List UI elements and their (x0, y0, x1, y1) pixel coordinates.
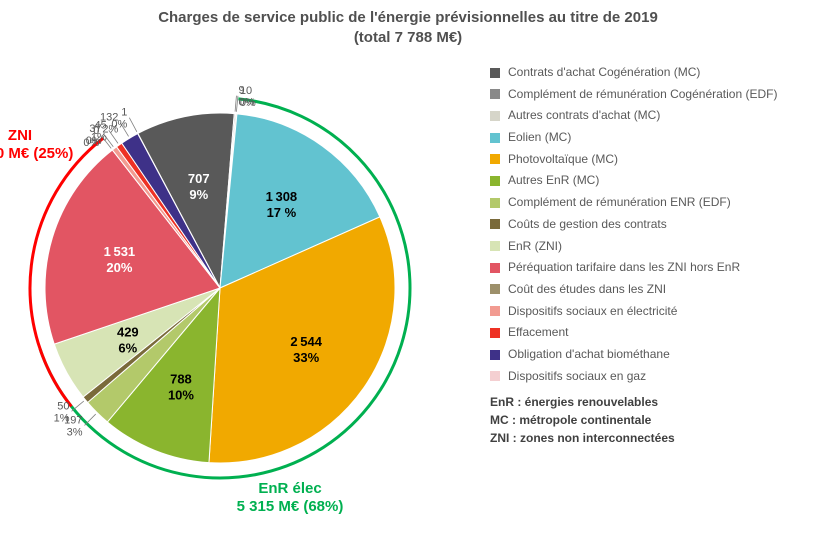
legend-swatch (490, 350, 500, 360)
legend-label: Autres contrats d'achat (MC) (508, 109, 660, 122)
legend-label: Péréquation tarifaire dans les ZNI hors … (508, 261, 740, 274)
slice-value-label: 707 (188, 171, 210, 186)
slice-pct-label: 6% (118, 340, 137, 355)
legend-label: Photovoltaïque (MC) (508, 153, 618, 166)
legend-item: Péréquation tarifaire dans les ZNI hors … (490, 261, 806, 274)
legend-swatch (490, 176, 500, 186)
legend-item: Photovoltaïque (MC) (490, 153, 806, 166)
leader-line (129, 118, 137, 132)
legend-note-line: ZNI : zones non interconnectées (490, 429, 806, 447)
legend-swatch (490, 198, 500, 208)
legend-item: Autres contrats d'achat (MC) (490, 109, 806, 122)
legend-swatch (490, 68, 500, 78)
legend-swatch (490, 328, 500, 338)
slice-pct-label: 0% (111, 119, 127, 131)
legend-item: EnR (ZNI) (490, 240, 806, 253)
legend-label: Dispositifs sociaux en gaz (508, 370, 646, 383)
slice-pct-label: 1% (54, 412, 70, 424)
pie-chart: EnR élec5 315 M€ (68%) ZNI1 960 M€ (25%) 7… (0, 58, 490, 518)
chart-title: Charges de service public de l'énergie p… (0, 0, 816, 47)
slice-value-label: 429 (117, 324, 139, 339)
legend-note-line: MC : métropole continentale (490, 411, 806, 429)
legend-label: Contrats d'achat Cogénération (MC) (508, 66, 700, 79)
legend-swatch (490, 241, 500, 251)
group-label: EnR élec (258, 480, 321, 497)
legend-item: Dispositifs sociaux en électricité (490, 305, 806, 318)
legend-label: Autres EnR (MC) (508, 174, 599, 187)
group-label: 1 960 M€ (25%) (0, 145, 73, 162)
legend-item: Coût des études dans les ZNI (490, 283, 806, 296)
legend-label: Coût des études dans les ZNI (508, 283, 666, 296)
slice-pct-label: 20% (106, 260, 132, 275)
legend: Contrats d'achat Cogénération (MC) Complé… (490, 66, 806, 447)
legend-item: Complément de rémunération Cogénération … (490, 88, 806, 101)
legend-swatch (490, 284, 500, 294)
slice-pct-label: 17 % (267, 205, 297, 220)
leader-line (71, 401, 83, 411)
legend-item: Eolien (MC) (490, 131, 806, 144)
group-label: 5 315 M€ (68%) (237, 498, 344, 515)
legend-notes: EnR : énergies renouvelablesMC : métropo… (490, 393, 806, 447)
legend-label: Coûts de gestion des contrats (508, 218, 667, 231)
legend-swatch (490, 154, 500, 164)
legend-label: Complément de rémunération Cogénération … (508, 88, 777, 101)
slice-value-label: 2 544 (290, 334, 322, 349)
legend-swatch (490, 133, 500, 143)
legend-swatch (490, 111, 500, 121)
legend-swatch (490, 371, 500, 381)
legend-item: Obligation d'achat biométhane (490, 348, 806, 361)
legend-label: Dispositifs sociaux en électricité (508, 305, 677, 318)
slice-pct-label: 10% (168, 387, 194, 402)
slice-value-label: 1 531 (104, 244, 136, 259)
legend-item: Coûts de gestion des contrats (490, 218, 806, 231)
legend-swatch (490, 219, 500, 229)
pie-svg: EnR élec5 315 M€ (68%) ZNI1 960 M€ (25%) 7… (0, 58, 490, 528)
title-line-1: Charges de service public de l'énergie p… (158, 9, 658, 26)
slice-value-label: 1 308 (266, 189, 298, 204)
legend-label: Complément de rémunération ENR (EDF) (508, 196, 731, 209)
slice-value-label: 1 (121, 107, 127, 119)
legend-item: Contrats d'achat Cogénération (MC) (490, 66, 806, 79)
title-line-2: (total 7 788 M€) (354, 29, 462, 46)
slice-pct-label: 0% (240, 97, 256, 109)
legend-item: Dispositifs sociaux en gaz (490, 370, 806, 383)
slice-value-label: 788 (170, 371, 192, 386)
leader-line (84, 414, 95, 425)
slice-value-label: 10 (240, 85, 252, 97)
legend-label: Eolien (MC) (508, 131, 571, 144)
legend-label: Obligation d'achat biométhane (508, 348, 670, 361)
legend-swatch (490, 306, 500, 316)
legend-item: Complément de rémunération ENR (EDF) (490, 196, 806, 209)
slice-pct-label: 9% (189, 187, 208, 202)
legend-item: Effacement (490, 326, 806, 339)
legend-swatch (490, 263, 500, 273)
legend-label: EnR (ZNI) (508, 240, 562, 253)
legend-swatch (490, 89, 500, 99)
legend-note-line: EnR : énergies renouvelables (490, 393, 806, 411)
group-label: ZNI (8, 127, 32, 144)
leader-line (235, 96, 236, 112)
slice-pct-label: 33% (293, 350, 319, 365)
slice-value-label: 50 (57, 400, 69, 412)
legend-label: Effacement (508, 326, 568, 339)
slice-pct-label: 3% (67, 426, 83, 438)
legend-item: Autres EnR (MC) (490, 174, 806, 187)
